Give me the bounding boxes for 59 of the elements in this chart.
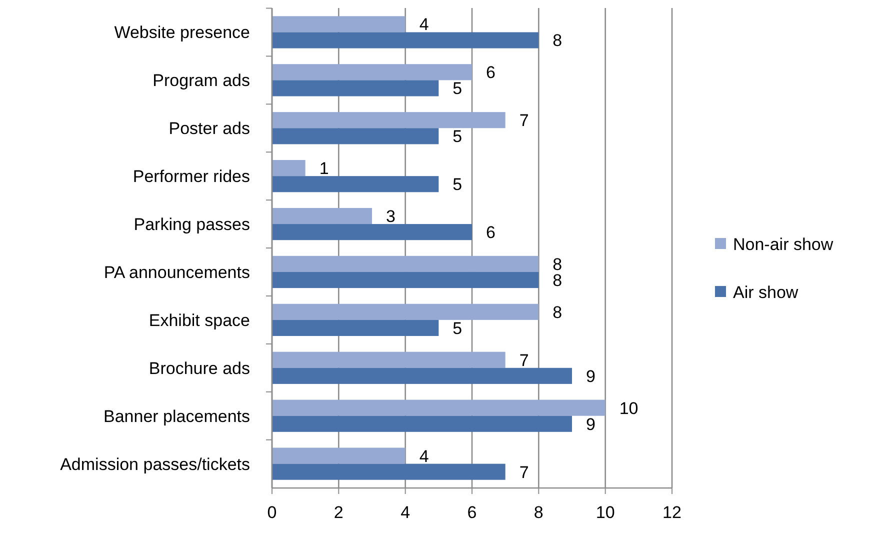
x-tick-label: 10 [596, 503, 615, 522]
legend-label: Non-air show [733, 235, 834, 254]
bar [272, 448, 406, 464]
bar [272, 320, 439, 336]
data-label: 5 [452, 318, 462, 338]
data-label: 9 [586, 414, 596, 434]
bar [272, 208, 372, 224]
y-tick-label: Performer rides [132, 167, 250, 186]
data-label: 5 [452, 127, 462, 146]
data-label: 6 [486, 223, 496, 242]
x-tick-label: 2 [334, 503, 344, 522]
data-label: 10 [619, 398, 638, 418]
x-tick-label: 8 [534, 503, 544, 522]
y-tick-label: Program ads [152, 71, 250, 90]
y-tick-label: Exhibit space [148, 310, 250, 330]
bar [272, 400, 606, 416]
bar [272, 80, 439, 96]
bar [272, 352, 506, 368]
y-tick-label: Poster ads [168, 119, 250, 138]
bar [272, 176, 439, 192]
bar [272, 416, 572, 432]
data-label: 6 [486, 63, 496, 82]
bar [272, 368, 572, 384]
y-tick-label: Admission passes/tickets [60, 454, 250, 474]
data-label: 4 [419, 15, 429, 34]
data-label: 4 [419, 446, 429, 466]
bar [272, 128, 439, 144]
bar [272, 112, 506, 128]
bar [272, 224, 472, 240]
data-label: 1 [319, 159, 329, 178]
data-label: 5 [452, 175, 462, 194]
data-label: 8 [552, 254, 562, 274]
data-label: 7 [519, 350, 529, 370]
y-tick-label: Banner placements [104, 406, 250, 426]
data-label: 3 [386, 206, 396, 226]
data-label: 8 [552, 271, 562, 290]
bar [272, 256, 539, 272]
legend-label: Air show [733, 283, 799, 302]
data-label: 8 [552, 302, 562, 322]
y-tick-label: Website presence [114, 23, 250, 42]
x-tick-label: 0 [267, 503, 277, 522]
bar [272, 464, 506, 480]
bar [272, 160, 306, 176]
bar [272, 64, 472, 80]
y-tick-label: Brochure ads [148, 358, 250, 378]
x-tick-label: 12 [662, 503, 682, 522]
data-label: 8 [552, 31, 562, 50]
data-label: 9 [586, 366, 596, 386]
data-label: 7 [519, 111, 529, 130]
bar [272, 304, 539, 320]
y-tick-label: PA announcements [104, 262, 250, 282]
bar [272, 16, 406, 32]
x-tick-label: 4 [400, 503, 410, 522]
x-tick-label: 6 [467, 503, 477, 522]
y-tick-label: Parking passes [134, 215, 250, 234]
bar [272, 272, 539, 288]
data-label: 5 [452, 79, 462, 98]
bar [272, 32, 539, 48]
data-label: 7 [519, 462, 529, 482]
